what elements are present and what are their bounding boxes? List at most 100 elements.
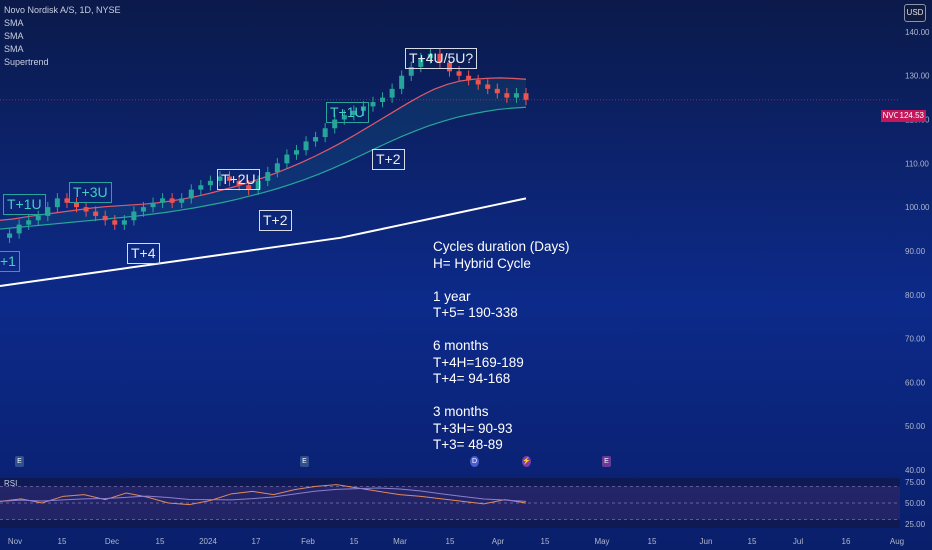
candle-body: [207, 180, 213, 186]
candle-body: [45, 207, 51, 216]
candle-body: [227, 176, 233, 181]
notes-line: T+3H= 90-93: [433, 420, 513, 436]
candle-body: [418, 58, 424, 67]
price-tick-label: 130.00: [905, 72, 930, 81]
cycle-label: T+4: [127, 243, 160, 264]
candle-body: [303, 141, 309, 151]
candle-body: [169, 198, 175, 203]
candle-body: [274, 163, 280, 173]
notes-line: H= Hybrid Cycle: [433, 255, 531, 271]
notes-line: [433, 272, 570, 289]
time-tick-label: Mar: [393, 537, 407, 546]
candle-body: [341, 115, 347, 120]
candle-body: [370, 102, 376, 107]
candle-body: [255, 180, 261, 190]
sma-slow-line: [0, 197, 527, 287]
rsi-tick-label: 75.00: [905, 478, 926, 487]
candle-body: [485, 84, 491, 89]
sma-mid-line: [0, 106, 527, 230]
candle-body: [513, 93, 519, 98]
candle-body: [246, 185, 252, 190]
candle-body: [437, 53, 443, 63]
cycle-label: T+2U: [217, 169, 260, 190]
candle-body: [389, 88, 395, 98]
dividend-event-icon[interactable]: D: [470, 456, 479, 467]
candle-body: [54, 198, 60, 208]
currency-button[interactable]: USD: [904, 4, 926, 22]
candle-body: [179, 198, 185, 203]
price-tick-label: 90.00: [905, 247, 926, 256]
candle-body: [93, 211, 99, 216]
rsi-tick-label: 50.00: [905, 499, 926, 508]
candle-body: [284, 154, 290, 164]
time-tick-label: Apr: [492, 537, 505, 546]
candle-body: [494, 88, 500, 94]
indicator-sma-3[interactable]: SMA: [4, 44, 24, 54]
time-tick-label: 15: [748, 537, 757, 546]
price-tick-label: 40.00: [905, 466, 926, 475]
price-tick-label: 110.00: [905, 159, 929, 168]
candle-body: [265, 172, 271, 181]
candle-body: [313, 137, 319, 142]
cycle-label: T+2: [372, 149, 405, 170]
candle-body: [322, 128, 328, 138]
last-price-tag: 124.53: [897, 110, 926, 122]
candle-body: [131, 211, 137, 221]
time-tick-label: 15: [541, 537, 550, 546]
candle-body: [198, 185, 204, 190]
candle-body: [504, 93, 510, 98]
time-tick-label: Nov: [8, 537, 22, 546]
candle-body: [351, 110, 357, 116]
notes-line: Cycles duration (Days): [433, 239, 570, 254]
ticker-tag: NVO: [880, 110, 902, 122]
time-tick-label: Aug: [890, 537, 904, 546]
candle-body: [466, 75, 472, 81]
candle-body: [293, 150, 299, 155]
time-tick-label: Jun: [700, 537, 713, 546]
price-tick-label: 80.00: [905, 291, 926, 300]
notes-line: T+4H=169-189: [433, 354, 524, 370]
earnings-event-icon[interactable]: E: [300, 456, 309, 467]
notes-line: 6 months: [433, 338, 489, 353]
candle-body: [7, 233, 13, 238]
time-tick-label: Jul: [793, 537, 803, 546]
notes-line: T+5= 190-338: [433, 305, 518, 320]
notes-line: T+3= 48-89: [433, 437, 503, 452]
candle-body: [26, 220, 32, 225]
time-tick-label: 15: [156, 537, 165, 546]
time-tick-label: 15: [58, 537, 67, 546]
symbol-title: Novo Nordisk A/S, 1D, NYSE: [4, 5, 121, 15]
candle-body: [523, 93, 529, 100]
notes-line: [433, 322, 570, 339]
candle-body: [112, 220, 118, 225]
cycle-label: T+3U: [69, 182, 112, 203]
earnings-event-icon[interactable]: E: [602, 456, 611, 467]
time-tick-label: 15: [648, 537, 657, 546]
price-tick-label: 70.00: [905, 335, 926, 344]
indicator-supertrend[interactable]: Supertrend: [4, 57, 49, 67]
candle-body: [121, 220, 127, 225]
candle-body: [332, 119, 338, 129]
candle-body: [399, 75, 405, 89]
split-event-icon[interactable]: ⚡: [522, 456, 531, 467]
rsi-tick-label: 25.00: [905, 520, 926, 529]
time-tick-label: 15: [350, 537, 359, 546]
indicator-sma-2[interactable]: SMA: [4, 31, 24, 41]
candle-body: [475, 80, 481, 85]
cycle-label: +1: [0, 251, 20, 272]
candle-body: [456, 71, 462, 76]
time-tick-label: 16: [842, 537, 851, 546]
rsi-sma-line: [0, 487, 527, 502]
cycle-label: T+4U/5U?: [405, 48, 478, 69]
notes-line: [433, 388, 570, 405]
notes-line: 1 year: [433, 288, 471, 304]
earnings-event-icon[interactable]: E: [15, 456, 24, 467]
candle-body: [140, 207, 146, 212]
cycle-label: T+1U: [326, 102, 369, 123]
indicator-sma-1[interactable]: SMA: [4, 18, 24, 28]
notes-line: T+4= 94-168: [433, 371, 511, 386]
time-tick-label: Dec: [105, 537, 119, 546]
candle-body: [83, 207, 89, 212]
candle-body: [446, 62, 452, 72]
